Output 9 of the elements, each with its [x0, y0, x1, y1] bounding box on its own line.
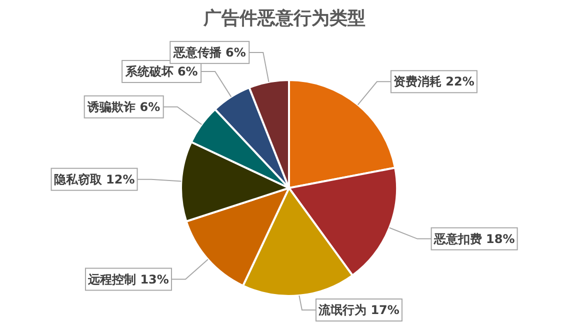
- slice-label: 资费消耗 22%: [394, 74, 474, 89]
- slice-label: 诱骗欺诈 6%: [86, 100, 160, 114]
- slice-label: 流氓行为 17%: [318, 303, 400, 317]
- slice-label: 恶意扣费 18%: [432, 232, 515, 246]
- chart-title: 广告件恶意行为类型: [202, 7, 366, 30]
- slice-label: 系统破坏 6%: [124, 64, 198, 78]
- slice-label: 远程控制 13%: [87, 272, 169, 286]
- slice-label: 恶意传播 6%: [172, 45, 246, 60]
- slice-label: 隐私窃取 12%: [54, 172, 135, 186]
